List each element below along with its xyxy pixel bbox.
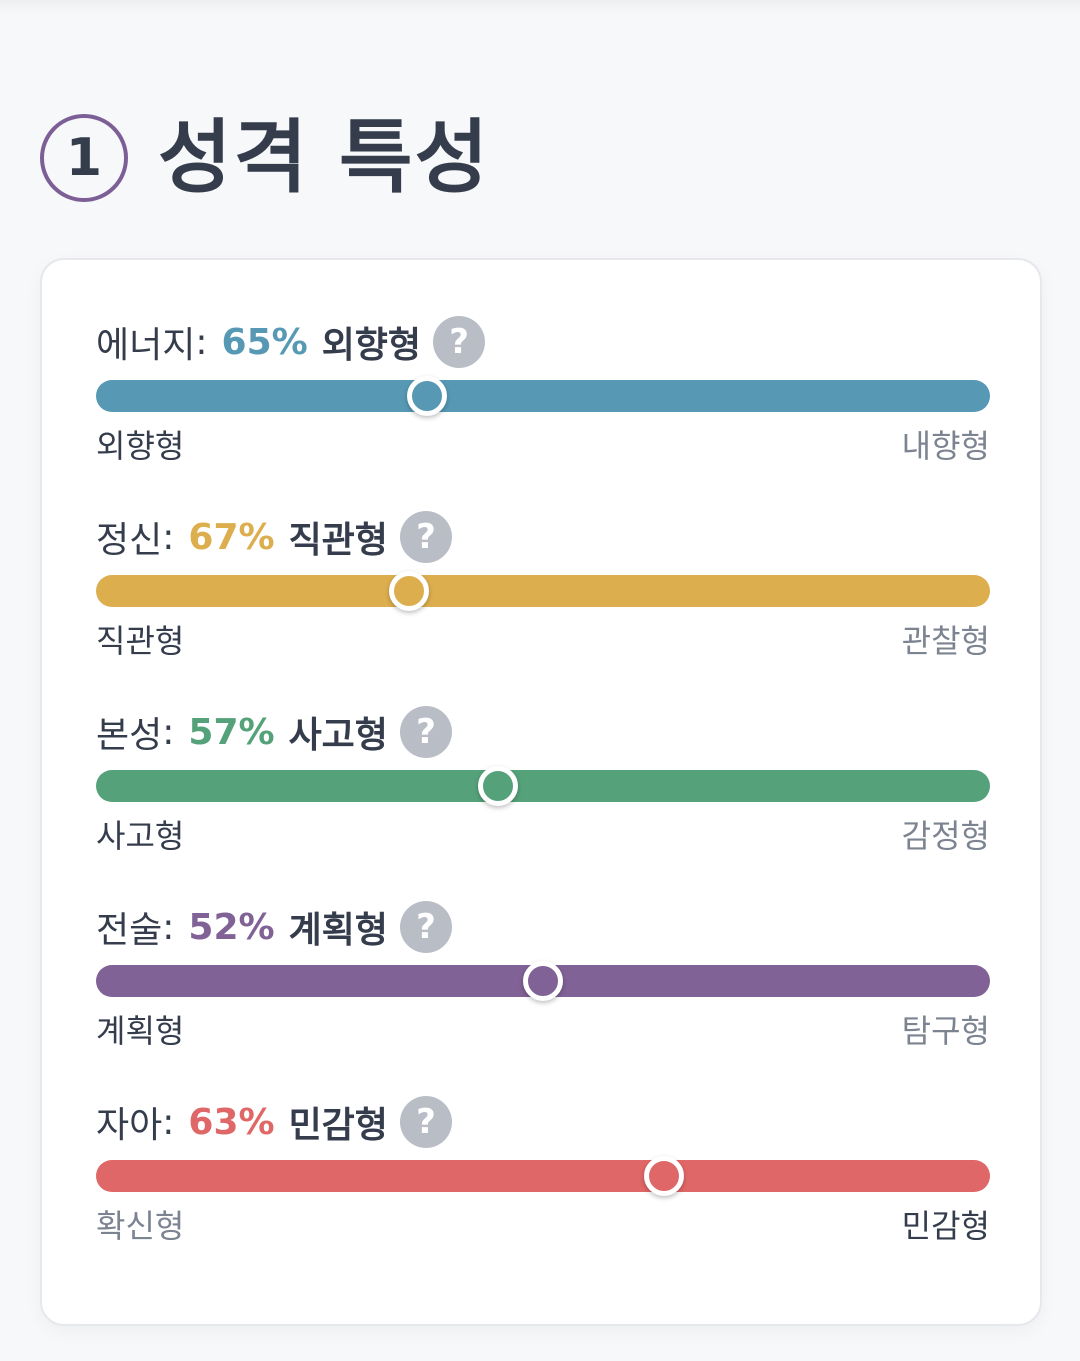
trait-result: 외향형: [321, 325, 422, 366]
trait-header: 에너지: 65% 외향형 ?: [96, 312, 486, 372]
help-icon[interactable]: ?: [399, 901, 452, 953]
trait-name: 정신: [96, 520, 163, 561]
trait-colon: :: [162, 516, 175, 558]
trait-tactics: 전술: 52% 계획형 ? 계획형 탐구형: [96, 897, 990, 1057]
top-edge-shadow: [0, 0, 1080, 14]
pole-label-left: 외향형: [96, 427, 185, 465]
help-icon[interactable]: ?: [399, 706, 452, 758]
trait-knob[interactable]: [643, 1156, 684, 1196]
section-header: 1 성격 특성: [40, 108, 490, 208]
pole-label-left: 직관형: [96, 622, 185, 660]
help-icon[interactable]: ?: [433, 316, 486, 368]
trait-header: 본성: 57% 사고형 ?: [96, 702, 452, 762]
trait-colon: :: [195, 321, 208, 363]
trait-header: 전술: 52% 계획형 ?: [96, 897, 452, 957]
section-title: 성격 특성: [158, 111, 491, 204]
trait-percent: 57%: [188, 711, 275, 753]
trait-energy: 에너지: 65% 외향형 ? 외향형 내향형: [96, 312, 990, 472]
trait-mind: 정신: 67% 직관형 ? 직관형 관찰형: [96, 507, 990, 667]
pole-label-left: 확신형: [96, 1207, 185, 1245]
trait-knob[interactable]: [523, 961, 563, 1001]
trait-percent: 52%: [188, 906, 275, 948]
trait-knob[interactable]: [406, 376, 447, 416]
trait-percent: 67%: [188, 516, 275, 558]
pole-label-right: 민감형: [901, 1207, 990, 1245]
trait-header: 자아: 63% 민감형 ?: [96, 1092, 452, 1152]
trait-bar: [96, 961, 990, 1001]
pole-label-right: 내향형: [901, 427, 990, 465]
help-icon[interactable]: ?: [399, 511, 452, 563]
pole-label-left: 계획형: [96, 1012, 185, 1050]
trait-result: 계획형: [288, 910, 388, 951]
trait-name: 전술: [96, 910, 163, 951]
trait-knob[interactable]: [388, 571, 429, 611]
trait-percent: 65%: [221, 321, 308, 363]
trait-result: 직관형: [288, 520, 388, 561]
trait-bar: [96, 1156, 990, 1196]
trait-colon: :: [162, 906, 175, 948]
trait-colon: :: [162, 1101, 175, 1143]
trait-name: 자아: [96, 1105, 163, 1146]
trait-knob[interactable]: [478, 766, 519, 806]
personality-traits-card: 에너지: 65% 외향형 ? 외향형 내향형 정신: 67% 직관형 ? 직관형…: [40, 258, 1042, 1326]
help-icon[interactable]: ?: [399, 1096, 452, 1148]
trait-name: 본성: [96, 715, 163, 756]
pole-label-right: 탐구형: [901, 1012, 990, 1050]
trait-result: 사고형: [288, 715, 388, 756]
pole-label-right: 관찰형: [901, 622, 990, 660]
trait-bar: [96, 571, 990, 611]
trait-header: 정신: 67% 직관형 ?: [96, 507, 452, 567]
trait-identity: 자아: 63% 민감형 ? 확신형 민감형: [96, 1092, 990, 1252]
trait-colon: :: [162, 711, 175, 753]
trait-percent: 63%: [188, 1101, 275, 1143]
trait-nature: 본성: 57% 사고형 ? 사고형 감정형: [96, 702, 990, 862]
pole-label-right: 감정형: [901, 817, 990, 855]
trait-bar: [96, 376, 990, 416]
pole-label-left: 사고형: [96, 817, 185, 855]
trait-bar: [96, 766, 990, 806]
step-number-badge: 1: [40, 114, 128, 202]
trait-name: 에너지: [96, 325, 196, 366]
trait-result: 민감형: [288, 1105, 388, 1146]
